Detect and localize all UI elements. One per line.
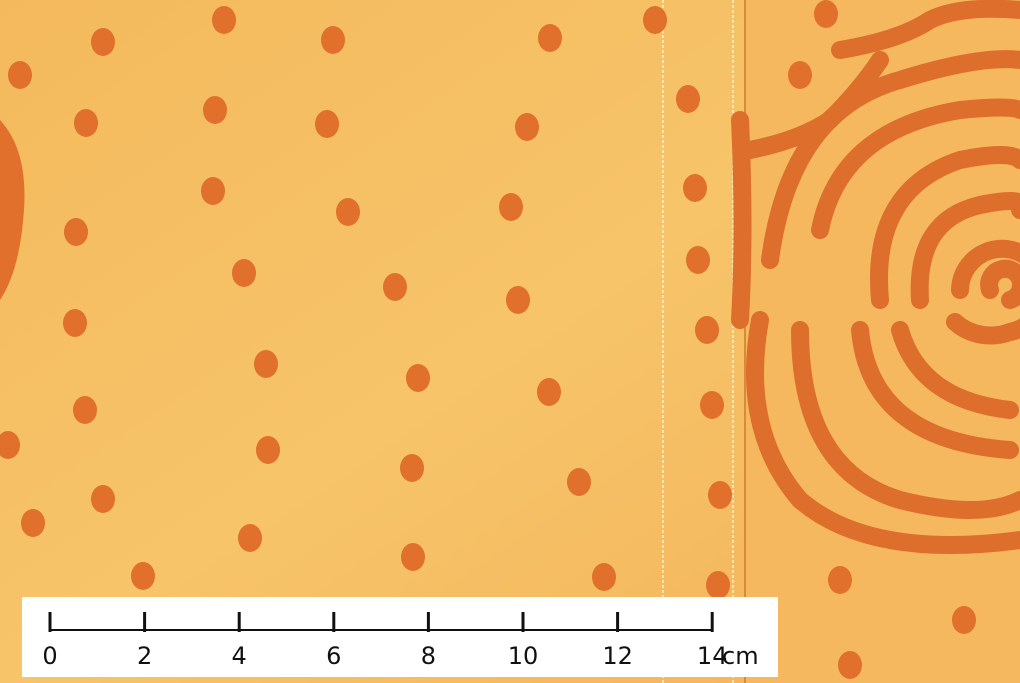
dot — [254, 350, 278, 378]
dot — [567, 468, 591, 496]
dot — [91, 485, 115, 513]
dot — [506, 286, 530, 314]
dot — [336, 198, 360, 226]
dot — [676, 85, 700, 113]
dot — [538, 24, 562, 52]
dot — [643, 6, 667, 34]
scale-tick-label: 14 — [697, 642, 728, 670]
dot — [683, 174, 707, 202]
scale-tick-label: 0 — [42, 642, 57, 670]
dot — [0, 431, 20, 459]
scale-tick-label: 8 — [421, 642, 436, 670]
dot — [700, 391, 724, 419]
dot — [708, 481, 732, 509]
dots — [0, 0, 976, 679]
scale-bar-box — [22, 597, 778, 677]
dot — [256, 436, 280, 464]
dot — [814, 0, 838, 28]
dot — [238, 524, 262, 552]
dot — [515, 113, 539, 141]
scale-tick-label: 12 — [602, 642, 633, 670]
dot — [203, 96, 227, 124]
dot — [201, 177, 225, 205]
dot — [952, 606, 976, 634]
dot — [695, 316, 719, 344]
dot — [401, 543, 425, 571]
dot — [321, 26, 345, 54]
rose — [731, 0, 1020, 554]
dot — [8, 61, 32, 89]
dot — [537, 378, 561, 406]
scale-tick-label: 4 — [232, 642, 247, 670]
scale-bar: cm 0 2 4 6 8 10 12 14 — [42, 612, 759, 670]
dot — [212, 6, 236, 34]
dot — [499, 193, 523, 221]
dot — [592, 563, 616, 591]
scale-tick-label: 2 — [137, 642, 152, 670]
unit-label: cm — [722, 642, 759, 670]
dot — [406, 364, 430, 392]
edge-shape — [0, 120, 25, 300]
dot — [131, 562, 155, 590]
dot — [73, 396, 97, 424]
dot — [315, 110, 339, 138]
dot — [21, 509, 45, 537]
dot — [383, 273, 407, 301]
dot — [400, 454, 424, 482]
dot — [706, 571, 730, 599]
dot — [828, 566, 852, 594]
scale-tick-label: 6 — [326, 642, 341, 670]
dot — [64, 218, 88, 246]
dot — [788, 61, 812, 89]
dot — [686, 246, 710, 274]
dot — [74, 109, 98, 137]
scale-tick-label: 10 — [508, 642, 539, 670]
dot — [838, 651, 862, 679]
dot — [91, 28, 115, 56]
dot — [63, 309, 87, 337]
dot — [232, 259, 256, 287]
